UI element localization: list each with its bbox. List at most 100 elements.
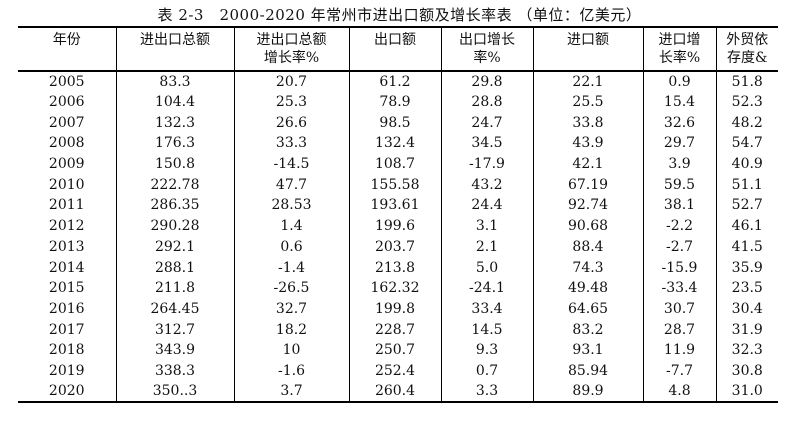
table-cell: 30.4: [715, 298, 778, 320]
table-cell: 176.3: [115, 133, 234, 154]
table-cell: 132.4: [348, 133, 441, 154]
table-cell: 2007: [48, 114, 85, 131]
table-cell: 2005: [48, 73, 85, 90]
table-cell: 2020: [48, 383, 85, 400]
column-header-line: 增长率%: [263, 50, 320, 66]
column-header: 进口额: [532, 27, 643, 71]
table-cell: 2018: [48, 342, 85, 359]
table-cell: 48.2: [715, 112, 778, 134]
table-cell: 24.4: [440, 195, 533, 216]
table-cell: 25.3: [233, 91, 349, 113]
table-cell: 59.5: [642, 174, 716, 196]
column-header-line: 长率%: [658, 50, 701, 66]
table-caption: 表 2-3 2000-2020 年常州市进出口额及增长率表 （单位：亿美元）: [157, 6, 642, 24]
column-header: 进出口总额: [115, 27, 234, 71]
table-cell: 5.0: [440, 257, 533, 278]
column-header-line: 出口额: [374, 32, 416, 48]
trade-table: 年份 进出口总额 进出口总额 增长率% 出口额 出口增长 率% 进口额 进口增 长率% 外贸依 存度&…: [18, 26, 778, 403]
table-cell: -33.4: [642, 277, 716, 299]
column-header-line: 外贸依: [726, 32, 769, 48]
table-cell: 20.7: [233, 71, 349, 92]
table-cell: 0.7: [440, 360, 533, 382]
table-row: 2019 338.3 -1.6 252.4 0.7 85.94 -7.7 30.8: [18, 360, 778, 382]
table-cell: 132.3: [115, 112, 234, 134]
table-cell: 162.32: [348, 277, 441, 299]
table-cell: 2009: [48, 156, 85, 173]
table-cell: 28.8: [440, 91, 533, 113]
table-cell: 28.53: [233, 195, 349, 216]
table-row: 2010 222.78 47.7 155.58 43.2 67.19 59.5 51.1: [18, 174, 778, 196]
table-row: 2014 288.1 -1.4 213.8 5.0 74.3 -15.9 35.9: [18, 257, 778, 278]
table-row: 2011 286.35 28.53 193.61 24.4 92.74 38.1 52.7: [18, 195, 778, 216]
table-cell: 250.7: [348, 339, 441, 361]
table-cell: -24.1: [440, 277, 533, 299]
table-cell: 108.7: [348, 153, 441, 175]
table-cell: 11.9: [642, 339, 716, 361]
table-cell: 64.65: [532, 298, 643, 320]
table-cell: 31.9: [715, 319, 778, 340]
table-cell: 34.5: [440, 133, 533, 154]
table-cell: 2010: [48, 176, 85, 193]
table-cell: 29.8: [440, 71, 533, 92]
table-cell: 41.5: [715, 236, 778, 258]
table-cell: 43.9: [532, 133, 643, 154]
table-cell: 155.58: [348, 174, 441, 196]
table-cell: -14.5: [233, 153, 349, 175]
table-cell: 26.6: [233, 112, 349, 134]
table-cell: 3.9: [642, 153, 716, 175]
table-cell: 33.4: [440, 298, 533, 320]
column-header: 出口增长 率%: [440, 27, 533, 71]
table-cell: 211.8: [115, 277, 234, 299]
table-cell: 78.9: [348, 91, 441, 113]
table-cell: 47.7: [233, 174, 349, 196]
table-cell: 23.5: [715, 277, 778, 299]
table-cell: 0.9: [642, 71, 716, 92]
column-header: 进口增 长率%: [642, 27, 716, 71]
table-cell: 33.3: [233, 133, 349, 154]
table-cell: 10: [233, 339, 349, 361]
table-cell: 228.7: [348, 319, 441, 340]
table-cell: 222.78: [115, 174, 234, 196]
table-cell: 24.7: [440, 112, 533, 134]
table-cell: 14.5: [440, 319, 533, 340]
table-cell: 203.7: [348, 236, 441, 258]
table-cell: 150.8: [115, 153, 234, 175]
table-cell: 2013: [48, 238, 85, 255]
table-cell: 2014: [48, 259, 85, 276]
table-cell: 61.2: [348, 71, 441, 92]
table-cell: 2008: [48, 135, 85, 152]
column-header-line: 年份: [52, 32, 81, 48]
column-header: 进出口总额 增长率%: [233, 27, 349, 71]
table-cell: 3.1: [440, 215, 533, 237]
table-row: 2018 343.9 10 250.7 9.3 93.1 11.9 32.3: [18, 339, 778, 361]
table-cell: 4.8: [642, 381, 716, 402]
table-cell: -1.6: [233, 360, 349, 382]
table-cell: 3.3: [440, 381, 533, 402]
table-cell: 42.1: [532, 153, 643, 175]
table-cell: 2019: [48, 362, 85, 379]
table-cell: 74.3: [532, 257, 643, 278]
table-cell: 43.2: [440, 174, 533, 196]
table-row: 2020 350..3 3.7 260.4 3.3 89.9 4.8 31.0: [18, 381, 778, 402]
table-row: 2007 132.3 26.6 98.5 24.7 33.8 32.6 48.2: [18, 112, 778, 134]
table-cell: 88.4: [532, 236, 643, 258]
table-cell: 286.35: [115, 195, 234, 216]
table-cell: 290.28: [115, 215, 234, 237]
table-cell: -17.9: [440, 153, 533, 175]
table-cell: 2006: [48, 94, 85, 111]
table-cell: 252.4: [348, 360, 441, 382]
table-row: 2015 211.8 -26.5 162.32 -24.1 49.48 -33.4 23.5: [18, 277, 778, 299]
table-cell: 31.0: [715, 381, 778, 402]
table-cell: 199.6: [348, 215, 441, 237]
table-cell: 32.7: [233, 298, 349, 320]
table-cell: 30.7: [642, 298, 716, 320]
table-cell: 54.7: [715, 133, 778, 154]
table-cell: 15.4: [642, 91, 716, 113]
table-cell: 312.7: [115, 319, 234, 340]
table-cell: 67.19: [532, 174, 643, 196]
table-cell: 292.1: [115, 236, 234, 258]
table-cell: 52.7: [715, 195, 778, 216]
table-cell: 2.1: [440, 236, 533, 258]
table-cell: -15.9: [642, 257, 716, 278]
table-cell: 52.3: [715, 91, 778, 113]
